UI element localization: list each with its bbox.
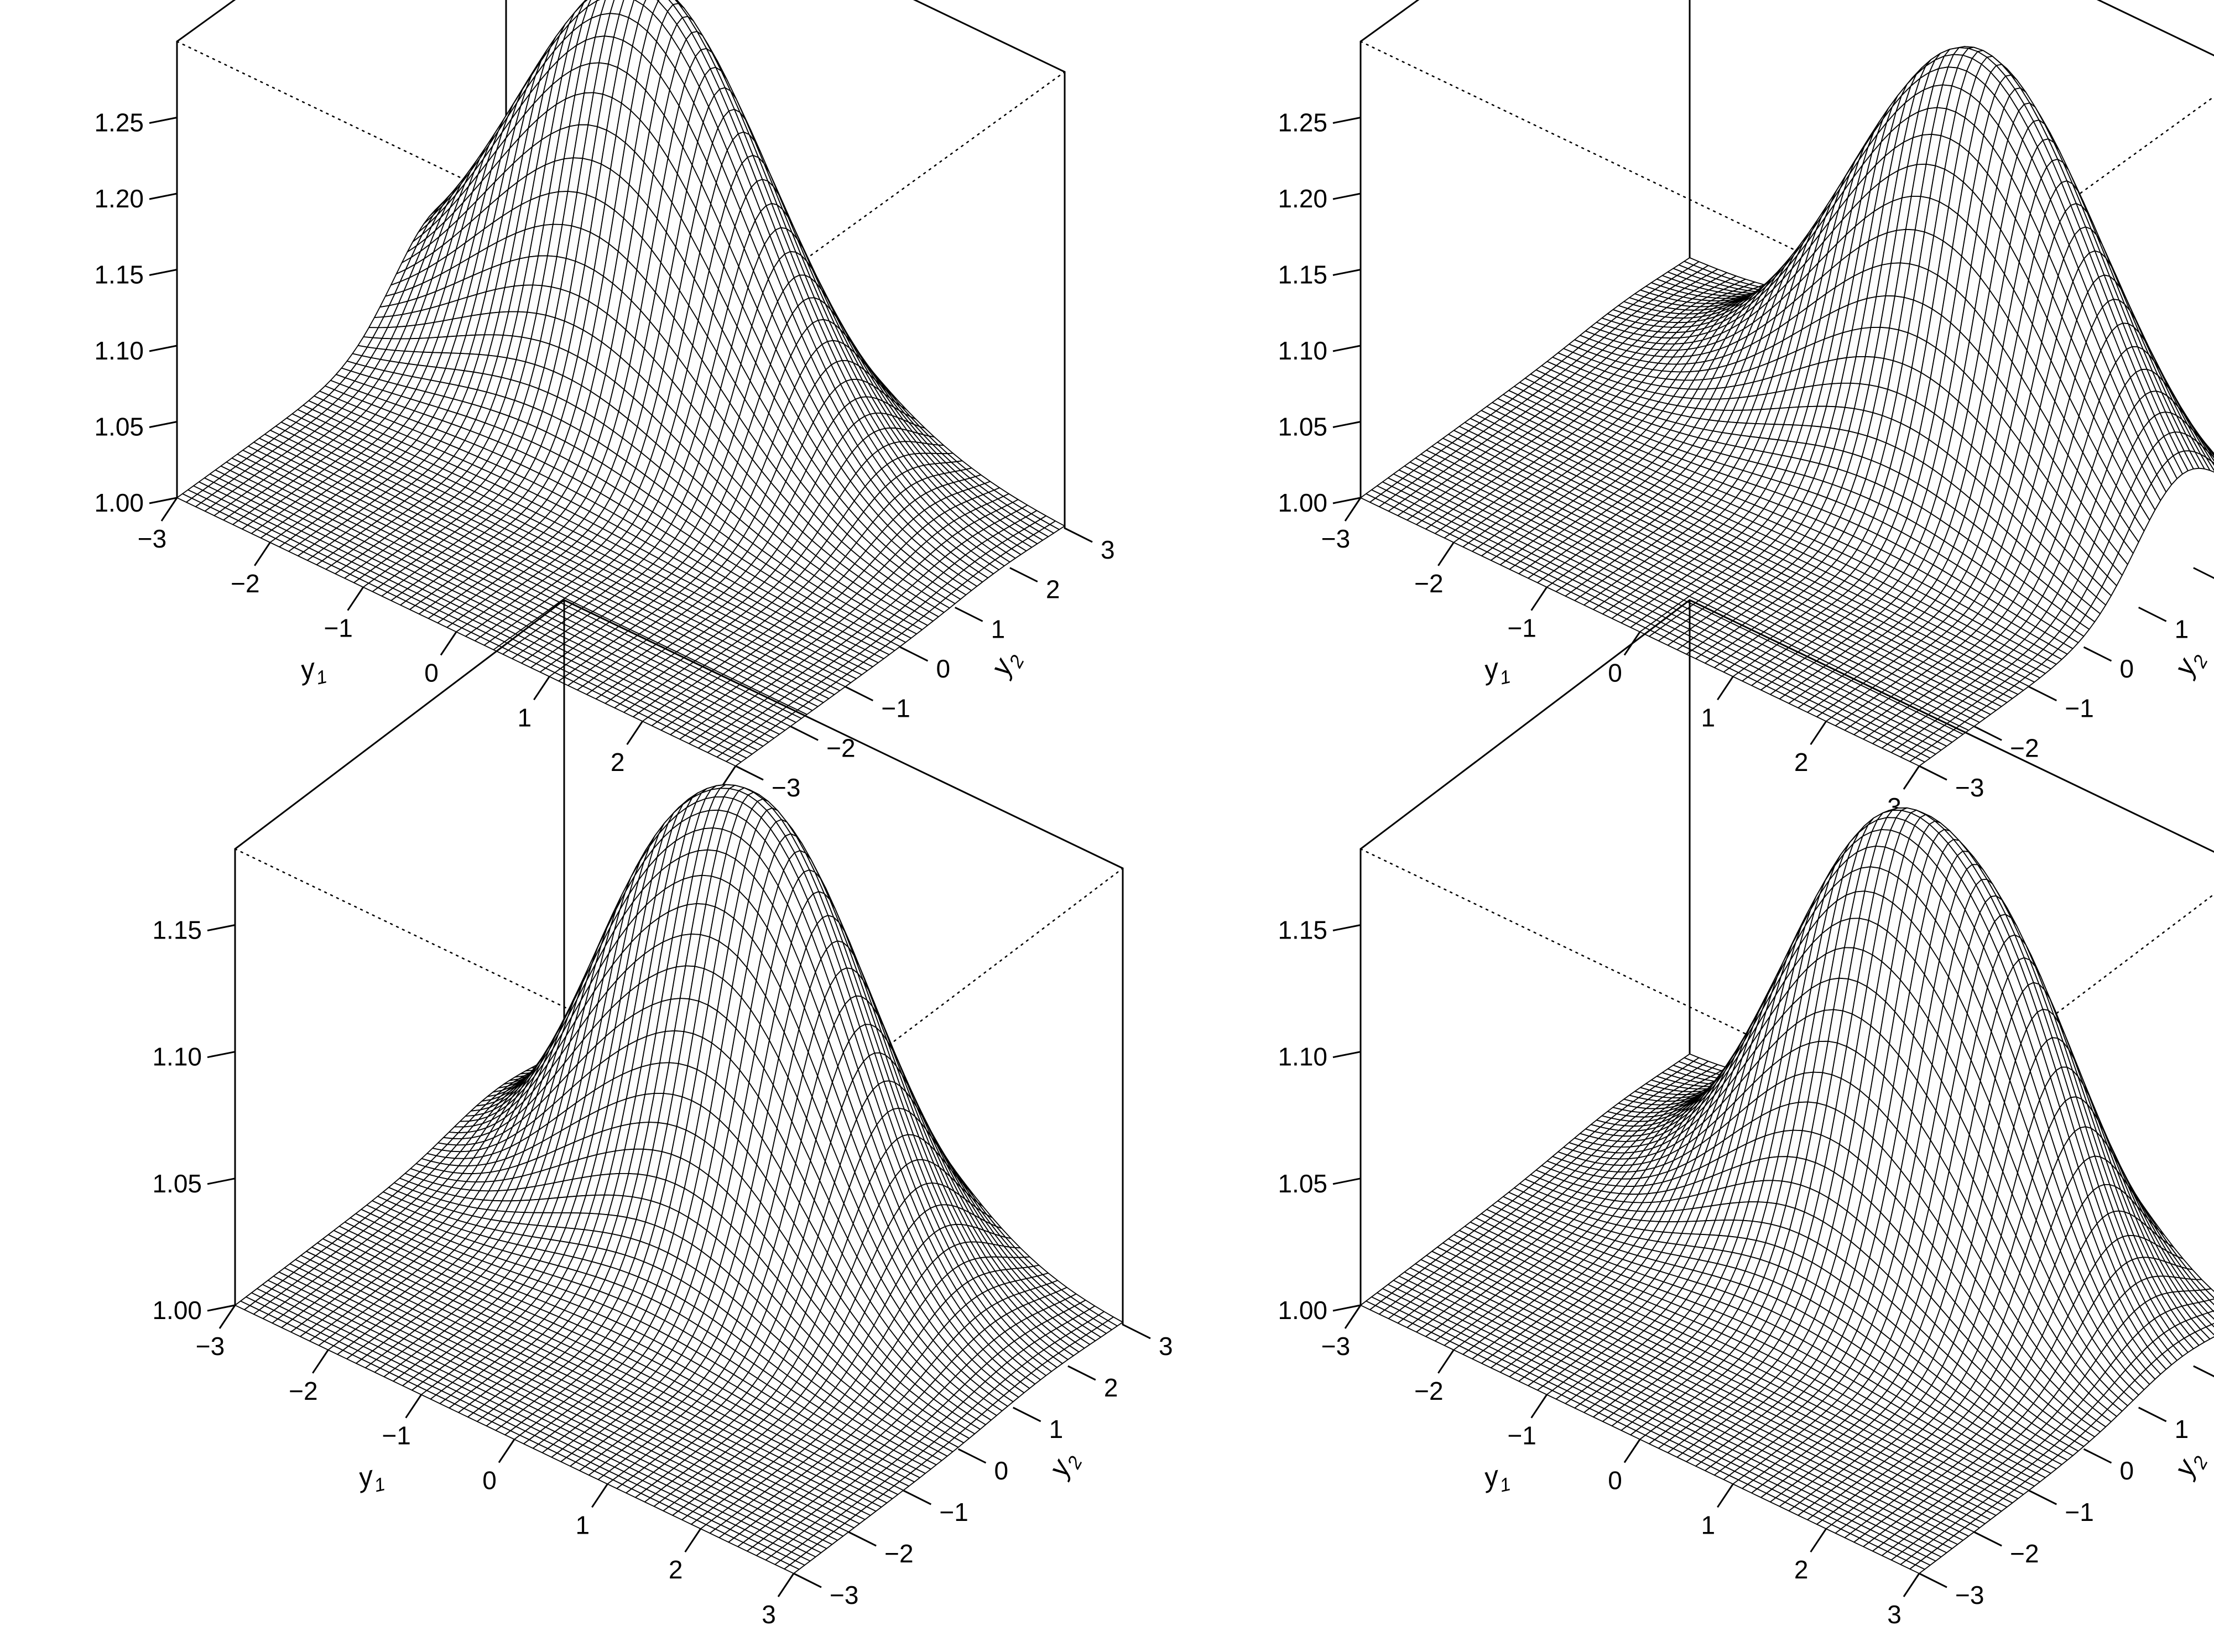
z-tick-label: 1.05 [94,413,144,441]
y1-tick-label: 2 [611,748,625,777]
z-tick-label: 1.20 [94,184,144,213]
y1-tick-label: −3 [138,524,166,553]
y2-tick-label: 2 [1046,575,1060,604]
y2-tick-label: −3 [772,773,800,802]
y2-tick-label: 0 [936,654,951,683]
y1-tick-label: 1 [518,703,532,732]
z-tick-label: 1.00 [94,488,144,517]
surface-panel-top-left: 1.001.051.101.151.201.25−3−2−10123y1−3−2… [94,0,1115,821]
y1-tick-label: −2 [231,569,259,598]
y1-tick-label: 0 [424,659,439,687]
z-tick-label: 1.25 [94,108,144,137]
y2-tick-label: −1 [881,694,910,723]
z-tick-label: 1.10 [94,336,144,365]
y2-tick-label: 1 [991,614,1006,643]
y1-tick-label: −1 [324,614,352,643]
z-tick-label: 1.15 [94,260,144,289]
y2-tick-label: 3 [1101,535,1115,564]
surface-mesh [176,0,1065,767]
